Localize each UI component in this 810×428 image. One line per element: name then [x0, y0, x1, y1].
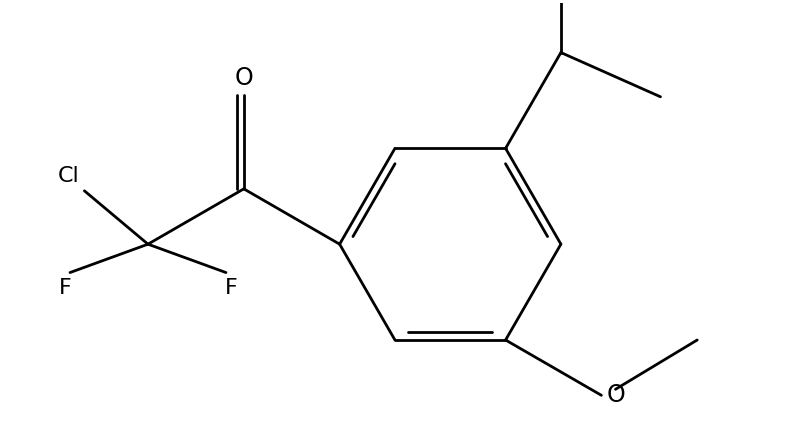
Text: F: F — [58, 278, 71, 297]
Text: Cl: Cl — [58, 166, 79, 186]
Text: O: O — [607, 383, 625, 407]
Text: O: O — [234, 66, 254, 90]
Text: F: F — [224, 278, 237, 297]
